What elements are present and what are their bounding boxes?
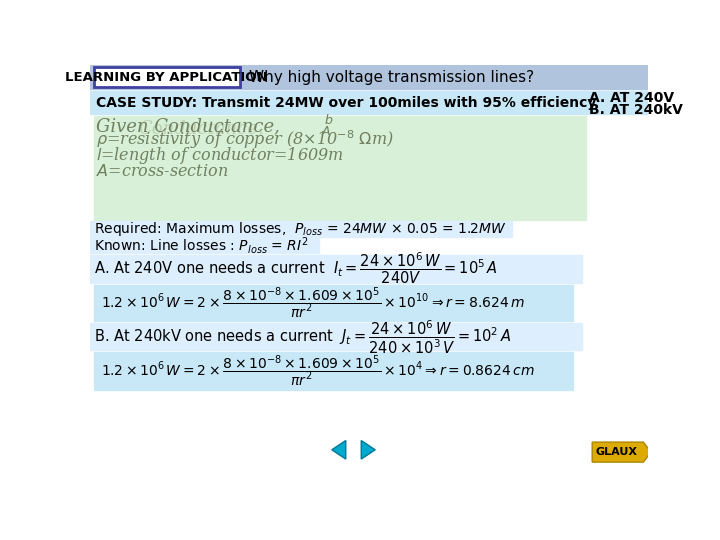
Bar — [90, 221, 513, 237]
Text: GLAUX: GLAUX — [595, 447, 637, 457]
Text: $\rho$=resistivity of copper (8$\times$10$^{-8}$ $\Omega$m): $\rho$=resistivity of copper (8$\times$1… — [96, 128, 394, 151]
Text: Required: Maximum losses,  $P_{loss}$ = 24$\mathit{MW}$ $\times$ 0.05 = 1.2$\mat: Required: Maximum losses, $P_{loss}$ = 2… — [94, 220, 507, 238]
Text: $1.2\times10^6\,W = 2\times\dfrac{8\times10^{-8}\times1.609\times10^5}{\pi r^2}\: $1.2\times10^6\,W = 2\times\dfrac{8\time… — [101, 354, 534, 389]
Text: A. AT 240V: A. AT 240V — [589, 91, 674, 105]
Text: $b$: $b$ — [324, 113, 333, 127]
Bar — [90, 238, 319, 253]
Text: B. AT 240kV: B. AT 240kV — [589, 103, 683, 117]
Polygon shape — [593, 442, 651, 462]
Text: $A$: $A$ — [321, 125, 331, 138]
Bar — [94, 352, 573, 390]
Polygon shape — [361, 441, 375, 459]
Text: CASE STUDY: Transmit 24MW over 100miles with 95% efficiency: CASE STUDY: Transmit 24MW over 100miles … — [96, 96, 597, 110]
Text: B. At 240kV one needs a current  $J_t = \dfrac{24\times10^6\,W}{240\times10^3\,V: B. At 240kV one needs a current $J_t = \… — [94, 318, 511, 355]
Text: A. At 240V one needs a current  $I_t = \dfrac{24\times10^6\,W}{240V} = 10^5\,A$: A. At 240V one needs a current $I_t = \d… — [94, 251, 498, 287]
Text: $A$=cross-section: $A$=cross-section — [96, 163, 228, 180]
Bar — [94, 285, 573, 321]
Bar — [94, 67, 240, 87]
Bar — [90, 65, 648, 90]
Text: $l$=length of conductor=1609m: $l$=length of conductor=1609m — [96, 145, 344, 166]
Text: $1.2\times10^6\,W = 2\times\dfrac{8\times10^{-8}\times1.609\times10^5}{\pi r^2}\: $1.2\times10^6\,W = 2\times\dfrac{8\time… — [101, 286, 525, 321]
Bar — [90, 323, 582, 350]
Text: Known: Line losses : $P_{loss}$ = $\mathit{RI}^2$: Known: Line losses : $P_{loss}$ = $\math… — [94, 235, 309, 256]
Text: Conductance,: Conductance, — [138, 119, 264, 137]
Bar — [90, 91, 648, 114]
Polygon shape — [332, 441, 346, 459]
Text: LEARNING BY APPLICATION: LEARNING BY APPLICATION — [66, 71, 268, 84]
Text: Why high voltage transmission lines?: Why high voltage transmission lines? — [249, 70, 534, 85]
Bar — [90, 255, 582, 283]
Text: Given Conductance,: Given Conductance, — [96, 117, 280, 136]
Bar — [94, 116, 586, 220]
